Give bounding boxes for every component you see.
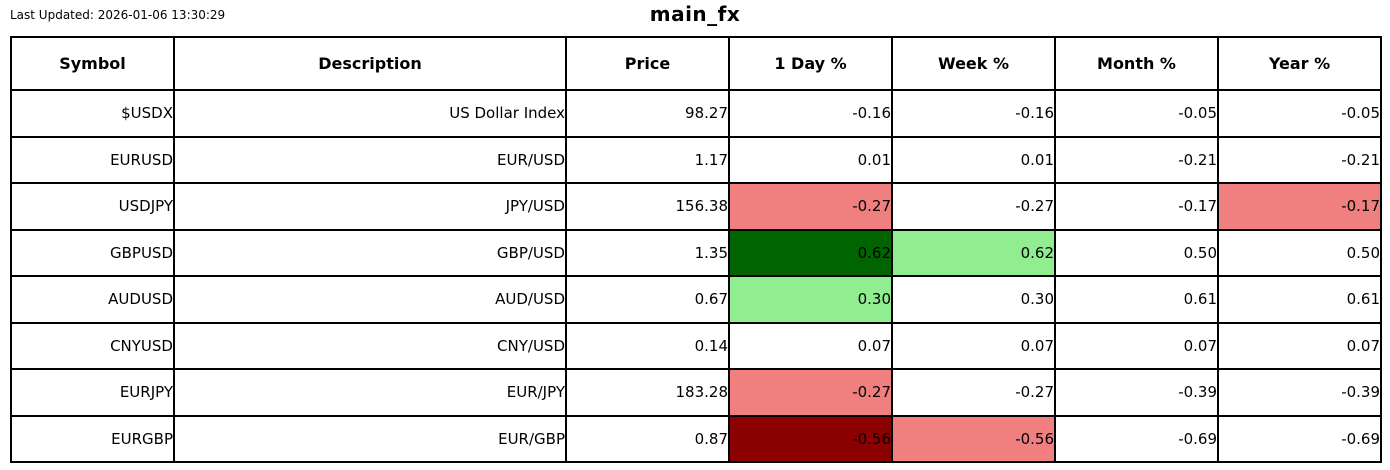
cell-description: EUR/USD — [173, 135, 567, 184]
cell-year-pct: -0.17 — [1217, 182, 1382, 231]
cell-price: 183.28 — [565, 368, 730, 417]
table-row-eurjpy: EURJPY EUR/JPY 183.28 -0.27 -0.27 -0.39 -0.39 — [10, 368, 1382, 417]
table-row-cnyusd: CNYUSD CNY/USD 0.14 0.07 0.07 0.07 0.07 — [10, 321, 1382, 370]
column-header-symbol: Symbol — [10, 36, 175, 91]
cell-symbol: EURGBP — [10, 414, 175, 463]
table-row-audusd: AUDUSD AUD/USD 0.67 0.30 0.30 0.61 0.61 — [10, 275, 1382, 324]
cell-price: 0.67 — [565, 275, 730, 324]
cell-symbol: GBPUSD — [10, 228, 175, 277]
cell-description: AUD/USD — [173, 275, 567, 324]
column-header-week: Week % — [891, 36, 1056, 91]
column-header-1-day: 1 Day % — [728, 36, 893, 91]
cell-price: 0.14 — [565, 321, 730, 370]
fx-table-header: Symbol Description Price 1 Day % Week % Month… — [10, 36, 1382, 91]
cell-week-pct: 0.01 — [891, 135, 1056, 184]
cell-symbol: $USDX — [10, 89, 175, 138]
cell-year-pct: -0.39 — [1217, 368, 1382, 417]
cell-week-pct: -0.56 — [891, 414, 1056, 463]
cell-day-pct: -0.27 — [728, 368, 893, 417]
cell-symbol: AUDUSD — [10, 275, 175, 324]
cell-description: EUR/JPY — [173, 368, 567, 417]
cell-year-pct: -0.21 — [1217, 135, 1382, 184]
fx-table: Symbol Description Price 1 Day % Week % Month… — [10, 36, 1382, 463]
page-title: main_fx — [649, 2, 741, 26]
fx-table-body: $USDX US Dollar Index 98.27 -0.16 -0.16 -0.05… — [10, 89, 1382, 463]
cell-symbol: EURUSD — [10, 135, 175, 184]
cell-year-pct: 0.61 — [1217, 275, 1382, 324]
cell-description: US Dollar Index — [173, 89, 567, 138]
cell-week-pct: -0.27 — [891, 368, 1056, 417]
header-row: Symbol Description Price 1 Day % Week % Month… — [10, 36, 1382, 91]
cell-month-pct: -0.21 — [1054, 135, 1219, 184]
table-row-gbpusd: GBPUSD GBP/USD 1.35 0.62 0.62 0.50 0.50 — [10, 228, 1382, 277]
table-row-eurgbp: EURGBP EUR/GBP 0.87 -0.56 -0.56 -0.69 -0.69 — [10, 414, 1382, 463]
cell-price: 156.38 — [565, 182, 730, 231]
cell-week-pct: 0.30 — [891, 275, 1056, 324]
column-header-year: Year % — [1217, 36, 1382, 91]
cell-day-pct: 0.30 — [728, 275, 893, 324]
cell-month-pct: -0.17 — [1054, 182, 1219, 231]
cell-year-pct: -0.05 — [1217, 89, 1382, 138]
cell-day-pct: 0.01 — [728, 135, 893, 184]
cell-day-pct: -0.27 — [728, 182, 893, 231]
cell-year-pct: -0.69 — [1217, 414, 1382, 463]
cell-month-pct: -0.39 — [1054, 368, 1219, 417]
cell-day-pct: -0.56 — [728, 414, 893, 463]
cell-symbol: EURJPY — [10, 368, 175, 417]
cell-month-pct: 0.07 — [1054, 321, 1219, 370]
cell-day-pct: 0.07 — [728, 321, 893, 370]
cell-week-pct: 0.62 — [891, 228, 1056, 277]
cell-year-pct: 0.50 — [1217, 228, 1382, 277]
cell-week-pct: -0.27 — [891, 182, 1056, 231]
cell-day-pct: 0.62 — [728, 228, 893, 277]
cell-price: 1.35 — [565, 228, 730, 277]
cell-symbol: USDJPY — [10, 182, 175, 231]
cell-price: 0.87 — [565, 414, 730, 463]
column-header-month: Month % — [1054, 36, 1219, 91]
cell-month-pct: 0.50 — [1054, 228, 1219, 277]
table-row-usdjpy: USDJPY JPY/USD 156.38 -0.27 -0.27 -0.17 -0.17 — [10, 182, 1382, 231]
cell-week-pct: 0.07 — [891, 321, 1056, 370]
cell-description: GBP/USD — [173, 228, 567, 277]
table-row-eurusd: EURUSD EUR/USD 1.17 0.01 0.01 -0.21 -0.21 — [10, 135, 1382, 184]
last-updated-label: Last Updated: 2026-01-06 13:30:29 — [10, 8, 226, 22]
column-header-description: Description — [173, 36, 567, 91]
cell-year-pct: 0.07 — [1217, 321, 1382, 370]
table-row-usdx: $USDX US Dollar Index 98.27 -0.16 -0.16 -0.05… — [10, 89, 1382, 138]
cell-month-pct: -0.05 — [1054, 89, 1219, 138]
column-header-price: Price — [565, 36, 730, 91]
cell-description: JPY/USD — [173, 182, 567, 231]
cell-month-pct: 0.61 — [1054, 275, 1219, 324]
cell-month-pct: -0.69 — [1054, 414, 1219, 463]
cell-description: EUR/GBP — [173, 414, 567, 463]
cell-symbol: CNYUSD — [10, 321, 175, 370]
cell-description: CNY/USD — [173, 321, 567, 370]
cell-price: 98.27 — [565, 89, 730, 138]
cell-day-pct: -0.16 — [728, 89, 893, 138]
cell-price: 1.17 — [565, 135, 730, 184]
cell-week-pct: -0.16 — [891, 89, 1056, 138]
